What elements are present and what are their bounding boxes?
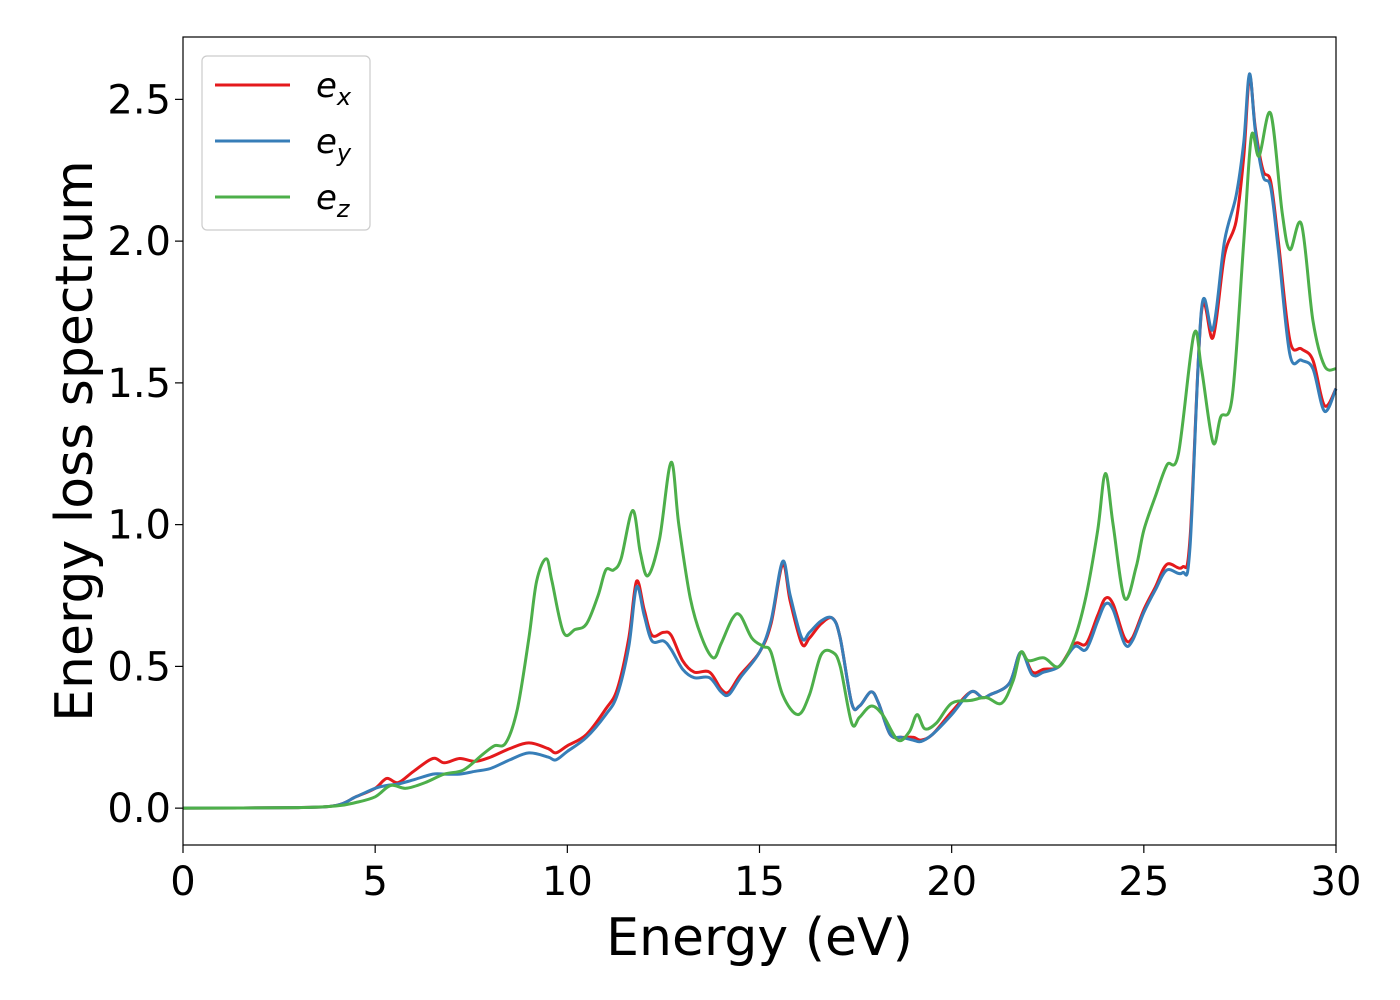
x-tick-label: 25 (1118, 859, 1169, 905)
x-tick-label: 5 (362, 859, 387, 905)
x-tick-label: 15 (734, 859, 785, 905)
x-axis-ticks: 0 5 10 15 20 25 30 (170, 845, 1361, 905)
x-tick-label: 10 (542, 859, 593, 905)
x-tick-label: 20 (926, 859, 977, 905)
y-tick-label: 0.5 (107, 644, 171, 690)
series-layer (182, 72, 1338, 810)
y-axis-label: Energy loss spectrum (45, 160, 105, 722)
x-tick-label: 0 (170, 859, 195, 905)
x-axis-label: Energy (eV) (606, 908, 913, 968)
legend-box (201, 55, 371, 231)
y-tick-label: 1.0 (107, 503, 171, 549)
y-tick-label: 2.0 (107, 219, 171, 265)
y-tick-label: 1.5 (107, 361, 171, 407)
y-tick-label: 2.5 (107, 77, 171, 123)
series-line-z (182, 110, 1337, 810)
y-tick-label: 0.0 (107, 786, 171, 832)
x-tick-label: 30 (1311, 859, 1362, 905)
y-axis-ticks: 0.0 0.5 1.0 1.5 2.0 2.5 (107, 77, 183, 832)
series-line-y (182, 72, 1338, 810)
